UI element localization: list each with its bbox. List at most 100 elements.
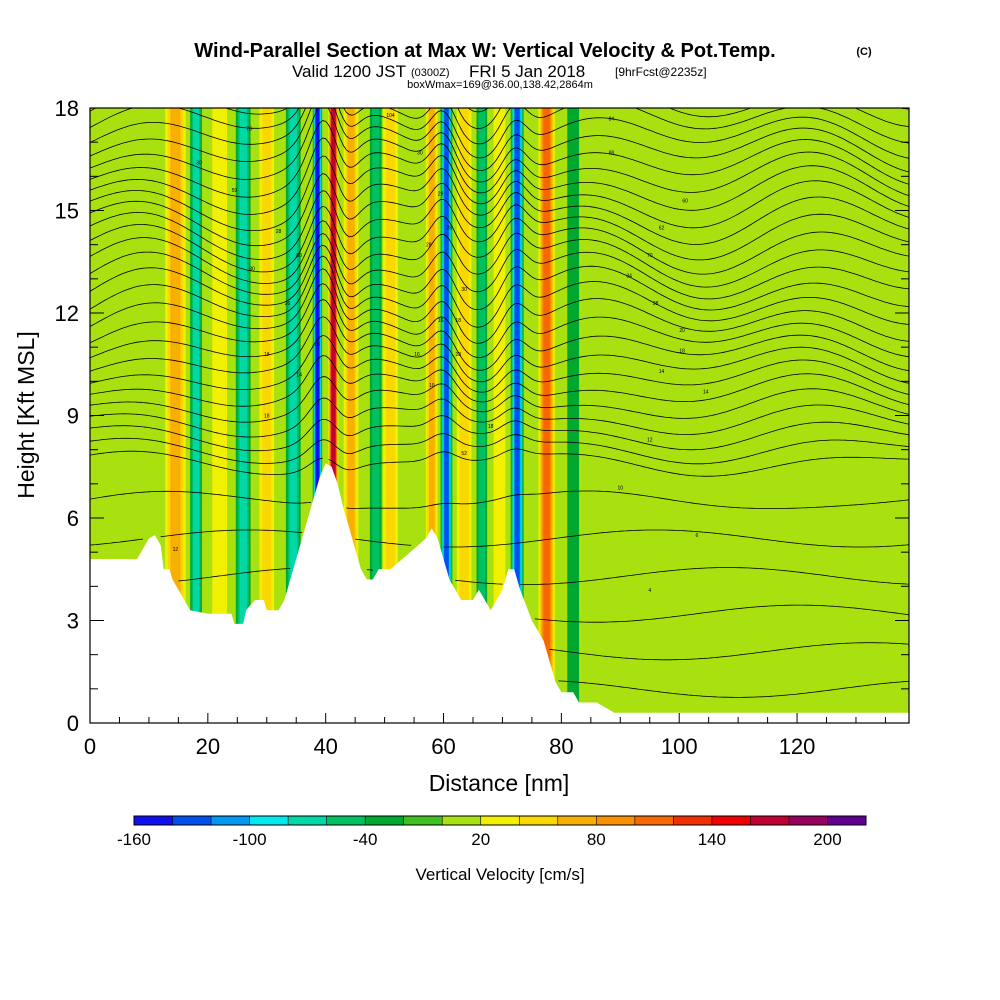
y-tick-label: 3 bbox=[67, 609, 79, 634]
colorbar-swatch bbox=[519, 816, 559, 825]
colorbar-swatch bbox=[827, 816, 867, 825]
velocity-column bbox=[567, 108, 580, 723]
box-info: boxWmax=169@36.00,138.42,2864m bbox=[407, 79, 593, 91]
isentrope-line bbox=[90, 268, 909, 344]
velocity-field bbox=[165, 108, 580, 723]
isentrope-line bbox=[90, 120, 909, 198]
isentrope-line bbox=[90, 283, 909, 358]
isentrope-line bbox=[90, 108, 909, 145]
isentrope-label: 18 bbox=[264, 352, 270, 358]
velocity-column bbox=[165, 108, 186, 723]
isentrope-line bbox=[90, 448, 909, 477]
velocity-band bbox=[543, 108, 550, 723]
colorbar-tick-label: 20 bbox=[471, 830, 490, 849]
isentrope-label: 88 bbox=[609, 150, 615, 156]
x-tick-label: 40 bbox=[313, 734, 337, 759]
isentrope-label: 12 bbox=[647, 437, 653, 443]
colorbar: -160 -100 -40 20 80 140 200 bbox=[117, 815, 867, 849]
chart-title: Wind-Parallel Section at Max W: Vertical… bbox=[194, 40, 775, 62]
y-axis: 0 3 6 9 12 15 18 bbox=[55, 96, 909, 736]
isentrope-line bbox=[90, 529, 909, 548]
isentrope-line bbox=[90, 108, 909, 159]
terrain-mask bbox=[90, 463, 909, 723]
isentrope-label: 6 bbox=[695, 533, 698, 539]
isentrope-label: 16 bbox=[438, 318, 444, 324]
colorbar-swatch bbox=[711, 816, 751, 825]
isentrope-line bbox=[90, 316, 909, 384]
velocity-band bbox=[444, 108, 449, 723]
valid-time-line: Valid 1200 JST (0300Z) FRI 5 Jan 2018 [9… bbox=[292, 62, 707, 81]
isentrope-line bbox=[549, 642, 909, 661]
isentrope-label: 104 bbox=[386, 113, 395, 119]
colorbar-swatch bbox=[211, 816, 250, 825]
forecast-info: [9hrFcst@2235z] bbox=[615, 65, 707, 79]
isentrope-line bbox=[90, 255, 909, 328]
colorbar-tick-label: 140 bbox=[698, 830, 726, 849]
x-tick-label: 80 bbox=[549, 734, 573, 759]
isentrope-line bbox=[90, 355, 909, 407]
isentrope-label: 14 bbox=[703, 390, 709, 396]
x-axis: 0 20 40 60 80 100 120 bbox=[84, 713, 886, 759]
velocity-band bbox=[428, 108, 435, 723]
y-tick-label: 18 bbox=[55, 96, 79, 121]
velocity-band bbox=[478, 108, 486, 723]
isentrope-line bbox=[90, 415, 909, 452]
y-tick-label: 0 bbox=[67, 711, 79, 736]
isentrope-label: 30 bbox=[249, 267, 255, 273]
y-tick-label: 15 bbox=[55, 199, 79, 224]
isentrope-line bbox=[178, 567, 909, 585]
velocity-band bbox=[331, 108, 336, 723]
x-tick-label: 120 bbox=[779, 734, 816, 759]
colorbar-swatch bbox=[365, 816, 404, 825]
colorbar-swatch bbox=[172, 816, 212, 825]
velocity-column bbox=[476, 108, 488, 723]
isentrope-label: 60 bbox=[296, 253, 302, 259]
isentrope-label: 14 bbox=[296, 373, 302, 379]
isentrope-label: 18 bbox=[264, 414, 270, 420]
velocity-column bbox=[369, 108, 382, 723]
colorbar-tick-label: -40 bbox=[353, 830, 378, 849]
isentrope-label: 29 bbox=[438, 191, 444, 197]
isentrope-label: 59 bbox=[232, 188, 238, 194]
colorbar-swatch bbox=[326, 816, 366, 825]
isentrope-line bbox=[90, 490, 909, 509]
colorbar-swatch bbox=[480, 816, 520, 825]
velocity-column bbox=[190, 108, 202, 723]
isentrope-label: 10 bbox=[618, 485, 624, 491]
colorbar-tick-label: 80 bbox=[587, 830, 606, 849]
velocity-band bbox=[385, 108, 396, 723]
velocity-band bbox=[347, 108, 355, 723]
isentrope-label: 28 bbox=[653, 301, 659, 307]
isentrope-label: 16 bbox=[314, 342, 320, 348]
velocity-band bbox=[193, 108, 200, 723]
velocity-column bbox=[538, 108, 555, 723]
isentrope-label: 28 bbox=[426, 243, 432, 249]
isentrope-label: 18 bbox=[455, 318, 461, 324]
isentrope-line bbox=[534, 604, 909, 623]
colorbar-swatch bbox=[788, 816, 828, 825]
y-axis-label: Height [Kft MSL] bbox=[13, 331, 39, 498]
velocity-column bbox=[312, 108, 323, 723]
isentrope-line bbox=[90, 205, 909, 275]
velocity-band bbox=[212, 108, 227, 723]
y-tick-label: 12 bbox=[55, 301, 79, 326]
colorbar-swatch bbox=[442, 816, 482, 825]
isentrope-line bbox=[90, 173, 909, 247]
isentrope-line bbox=[90, 108, 909, 173]
isentrope-label: 26 bbox=[285, 301, 291, 307]
isentrope-line bbox=[90, 397, 909, 438]
colorbar-tick-label: -160 bbox=[117, 830, 151, 849]
x-axis-label: Distance [nm] bbox=[429, 770, 570, 796]
valid-time-utc: (0300Z) bbox=[411, 67, 450, 79]
velocity-band bbox=[315, 108, 320, 723]
colorbar-swatch bbox=[673, 816, 713, 825]
colorbar-label: Vertical Velocity [cm/s] bbox=[415, 865, 584, 884]
colorbar-swatch bbox=[596, 816, 636, 825]
isentrope-label: 34 bbox=[626, 273, 632, 279]
isentrope-lines bbox=[90, 108, 909, 698]
velocity-column bbox=[259, 108, 275, 723]
colorbar-swatch bbox=[403, 816, 443, 825]
isentrope-label: 20 bbox=[679, 328, 685, 334]
